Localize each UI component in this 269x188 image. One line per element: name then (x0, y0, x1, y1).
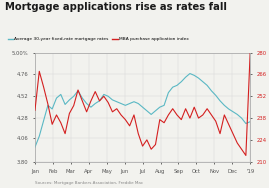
Text: Sources: Mortgage Bankers Association, Freddie Mac: Sources: Mortgage Bankers Association, F… (35, 181, 143, 185)
Legend: Average 30-year fixed-rate mortgage rates, MBA purchase application index: Average 30-year fixed-rate mortgage rate… (8, 37, 189, 41)
Text: Mortgage applications rise as rates fall: Mortgage applications rise as rates fall (5, 2, 227, 12)
